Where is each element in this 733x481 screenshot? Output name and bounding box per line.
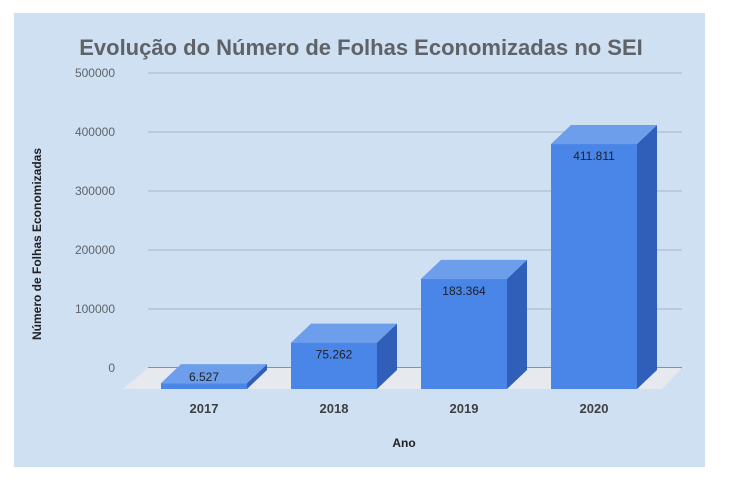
data-label: 6.527 bbox=[189, 370, 219, 384]
bar-top bbox=[291, 323, 397, 343]
y-tick-label: 200000 bbox=[75, 243, 115, 257]
y-axis-label: Número de Folhas Economizadas bbox=[30, 148, 44, 340]
bar-2018: 75.262 bbox=[291, 323, 397, 389]
bar-front bbox=[551, 144, 637, 389]
bar-2017: 6.527 bbox=[161, 364, 267, 389]
y-tick-label: 300000 bbox=[75, 184, 115, 198]
bars: 6.527 75.262 183.364 411.811 bbox=[161, 125, 657, 390]
bar-front bbox=[291, 342, 377, 389]
y-axis-ticks: 0 100000 200000 300000 400000 500000 bbox=[75, 66, 115, 375]
chart-panel: 0 100000 200000 300000 400000 500000 6.527 75.… bbox=[14, 13, 705, 467]
data-label: 411.811 bbox=[573, 149, 615, 163]
x-axis-ticks: 2017 2018 2019 2020 bbox=[190, 401, 609, 416]
data-label: 183.364 bbox=[442, 284, 486, 298]
chart-title: Evolução do Número de Folhas Economizada… bbox=[79, 35, 643, 60]
data-label: 75.262 bbox=[316, 348, 353, 362]
x-tick-label: 2019 bbox=[450, 401, 479, 416]
bar-top bbox=[551, 125, 657, 145]
bar-top bbox=[161, 364, 267, 384]
bar-side bbox=[247, 364, 267, 389]
y-tick-label: 400000 bbox=[75, 125, 115, 139]
y-tick-label: 500000 bbox=[75, 66, 115, 80]
bar-top bbox=[421, 259, 527, 279]
bar-side bbox=[637, 125, 657, 390]
x-tick-label: 2017 bbox=[190, 401, 219, 416]
bar-chart: 0 100000 200000 300000 400000 500000 6.527 75.… bbox=[14, 13, 705, 467]
x-axis-label: Ano bbox=[392, 436, 415, 450]
bar-side bbox=[377, 323, 397, 389]
y-tick-label: 0 bbox=[108, 361, 115, 375]
x-tick-label: 2020 bbox=[580, 401, 609, 416]
y-tick-label: 100000 bbox=[75, 302, 115, 316]
bar-2020: 411.811 bbox=[551, 125, 657, 390]
bar-side bbox=[507, 259, 527, 389]
x-tick-label: 2018 bbox=[320, 401, 349, 416]
bar-2019: 183.364 bbox=[421, 259, 527, 389]
bar-front bbox=[421, 278, 507, 389]
bar-front bbox=[161, 383, 247, 389]
